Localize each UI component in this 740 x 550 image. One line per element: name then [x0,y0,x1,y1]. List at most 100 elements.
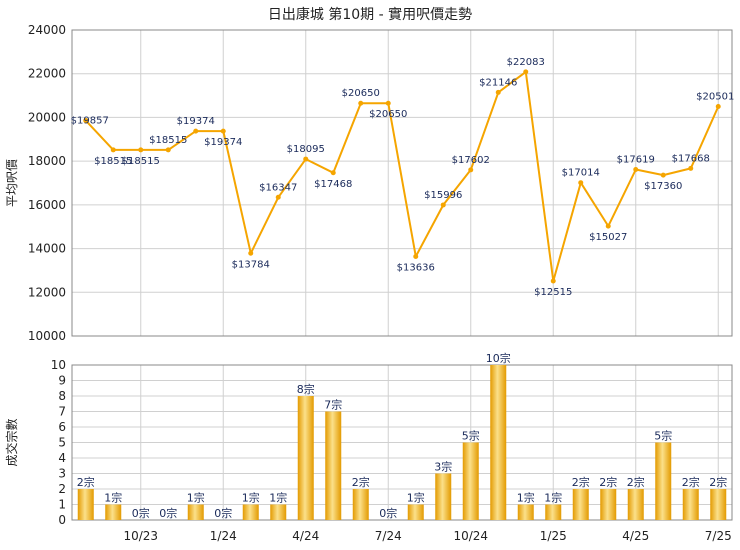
price-data-label: $20501 [696,91,734,102]
volume-bar [572,489,589,520]
volume-bar [105,504,122,520]
price-data-label: $19374 [204,137,242,148]
volume-data-label: 8宗 [297,382,315,396]
x-tick-label: 1/24 [210,529,237,543]
volume-data-label: 1宗 [242,491,260,505]
volume-ytick-label: 5 [58,436,66,450]
price-data-label: $20650 [342,88,380,99]
price-point [330,170,336,176]
chart-title: 日出康城 第10期 - 實用呎價走勢 [268,6,472,23]
volume-bar [627,489,644,520]
price-data-label: $18095 [287,144,325,155]
volume-plot-frame [71,364,733,521]
price-data-label: $21146 [479,77,517,88]
price-point [358,100,364,106]
volume-bar [242,504,259,520]
volume-bar [545,504,562,520]
volume-data-label: 7宗 [324,398,342,412]
price-point [220,128,226,134]
price-point [605,223,611,229]
volume-data-label: 1宗 [544,491,562,505]
price-data-label: $18515 [149,135,187,146]
price-data-label: $19857 [71,116,109,127]
volume-data-label: 2宗 [682,475,700,489]
x-tick-label: 10/23 [123,529,158,543]
price-point [550,278,556,284]
price-ytick-label: 10000 [28,329,66,343]
volume-ytick-label: 8 [58,389,66,403]
volume-data-label: 1宗 [269,491,287,505]
volume-ytick-label: 0 [58,513,66,527]
volume-ytick-label: 10 [51,358,66,372]
x-tick-label: 7/24 [375,529,402,543]
price-data-label: $17602 [452,155,490,166]
price-data-label: $22083 [507,57,545,68]
volume-data-label: 2宗 [709,475,727,489]
volume-bar [517,504,534,520]
price-point [413,254,419,260]
price-data-label: $18515 [94,156,132,167]
volume-bar [407,504,424,520]
price-point [495,89,501,95]
price-panel: 10000 12000 14000 16000 18000 20000 22000 24000… [5,23,734,343]
price-ytick-label: 18000 [28,154,66,168]
volume-data-label: 2宗 [77,475,95,489]
price-data-label: $17668 [672,153,710,164]
price-point [633,166,639,172]
volume-data-label: 2宗 [572,475,590,489]
price-ylabel: 平均呎價 [5,159,19,207]
volume-ylabel: 成交宗數 [4,418,19,466]
price-point [110,147,116,153]
price-point [275,194,281,200]
price-ytick-label: 22000 [28,67,66,81]
volume-bar [655,442,672,520]
price-point [385,100,391,106]
volume-data-label: 1宗 [407,491,425,505]
volume-bar [682,489,699,520]
volume-bar [325,411,342,520]
price-point [303,156,309,162]
volume-bar [187,504,204,520]
volume-ytick-label: 4 [58,451,66,465]
volume-data-label: 5宗 [462,429,480,443]
volume-data-label: 5宗 [654,429,672,443]
price-data-label: $13636 [397,263,435,274]
volume-data-label: 1宗 [187,491,205,505]
price-ytick-label: 24000 [28,23,66,37]
volume-data-label: 0宗 [159,506,177,520]
price-data-label: $16347 [259,182,297,193]
price-point [468,167,474,173]
volume-ytick-label: 6 [58,420,66,434]
price-ytick-label: 20000 [28,110,66,124]
price-point [688,165,694,171]
volume-bar [352,489,369,520]
price-data-label: $20650 [369,109,407,120]
volume-bar [270,504,287,520]
volume-bar [600,489,617,520]
price-ytick-label: 12000 [28,285,66,299]
volume-data-label: 2宗 [599,475,617,489]
price-point [83,118,89,124]
volume-bar [435,473,452,520]
x-tick-label: 10/24 [453,529,488,543]
price-point [660,172,666,178]
volume-data-label: 10宗 [486,351,511,365]
volume-ytick-label: 1 [58,498,66,512]
price-data-label: $12515 [534,287,572,298]
volume-bar [710,489,727,520]
x-tick-label: 4/25 [622,529,649,543]
volume-data-label: 1宗 [517,491,535,505]
price-data-label: $17360 [644,181,682,192]
volume-bar [297,396,314,520]
volume-data-label: 2宗 [627,475,645,489]
price-data-label: $15996 [424,190,462,201]
volume-data-label: 0宗 [214,506,232,520]
price-data-label: $17619 [617,154,655,165]
price-ytick-label: 14000 [28,242,66,256]
volume-panel: 01 23 45 67 89 10 成交宗數 2宗 1宗 0宗 0宗 1宗 0宗 1宗 1宗 8宗 7宗 2宗 0宗… [4,351,733,543]
x-tick-label: 4/24 [292,529,319,543]
volume-ytick-label: 2 [58,482,66,496]
price-point [440,202,446,208]
price-point [715,103,721,109]
volume-ytick-label: 7 [58,405,66,419]
